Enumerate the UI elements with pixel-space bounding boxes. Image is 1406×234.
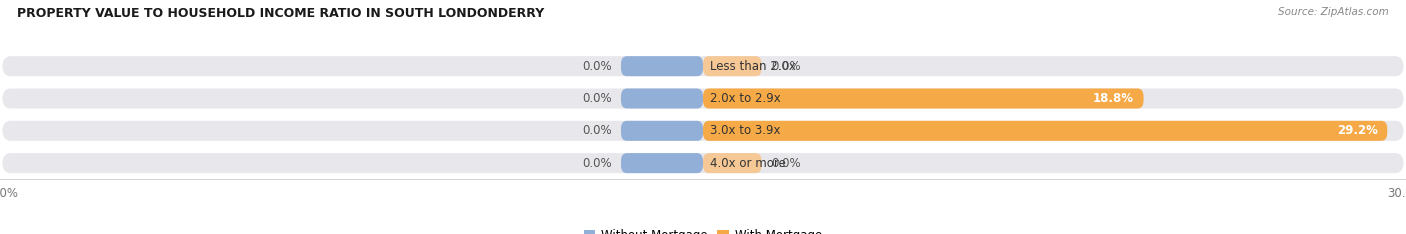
FancyBboxPatch shape: [703, 121, 1388, 141]
Text: 0.0%: 0.0%: [582, 92, 612, 105]
Text: PROPERTY VALUE TO HOUSEHOLD INCOME RATIO IN SOUTH LONDONDERRY: PROPERTY VALUE TO HOUSEHOLD INCOME RATIO…: [17, 7, 544, 20]
FancyBboxPatch shape: [703, 88, 1143, 109]
FancyBboxPatch shape: [621, 153, 703, 173]
FancyBboxPatch shape: [621, 56, 703, 76]
FancyBboxPatch shape: [3, 121, 1403, 141]
Legend: Without Mortgage, With Mortgage: Without Mortgage, With Mortgage: [579, 225, 827, 234]
Text: 0.0%: 0.0%: [770, 157, 800, 170]
Text: Less than 2.0x: Less than 2.0x: [710, 60, 796, 73]
Text: Source: ZipAtlas.com: Source: ZipAtlas.com: [1278, 7, 1389, 17]
Text: 0.0%: 0.0%: [770, 60, 800, 73]
FancyBboxPatch shape: [703, 56, 762, 76]
Text: 29.2%: 29.2%: [1337, 124, 1378, 137]
Text: 2.0x to 2.9x: 2.0x to 2.9x: [710, 92, 780, 105]
Text: 3.0x to 3.9x: 3.0x to 3.9x: [710, 124, 780, 137]
Text: 0.0%: 0.0%: [582, 60, 612, 73]
Text: 4.0x or more: 4.0x or more: [710, 157, 786, 170]
FancyBboxPatch shape: [3, 153, 1403, 173]
FancyBboxPatch shape: [621, 88, 703, 109]
FancyBboxPatch shape: [621, 121, 703, 141]
FancyBboxPatch shape: [3, 88, 1403, 109]
Text: 18.8%: 18.8%: [1094, 92, 1135, 105]
Text: 0.0%: 0.0%: [582, 124, 612, 137]
Text: 0.0%: 0.0%: [582, 157, 612, 170]
FancyBboxPatch shape: [3, 56, 1403, 76]
FancyBboxPatch shape: [703, 153, 762, 173]
